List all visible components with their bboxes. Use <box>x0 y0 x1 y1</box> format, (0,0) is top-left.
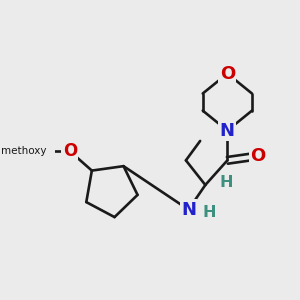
Text: H: H <box>203 205 216 220</box>
Text: methoxy: methoxy <box>1 146 46 156</box>
Text: H: H <box>220 175 233 190</box>
Text: O: O <box>63 142 77 160</box>
Text: O: O <box>220 64 235 82</box>
Text: O: O <box>250 148 265 166</box>
Text: N: N <box>181 201 196 219</box>
Text: N: N <box>220 122 235 140</box>
